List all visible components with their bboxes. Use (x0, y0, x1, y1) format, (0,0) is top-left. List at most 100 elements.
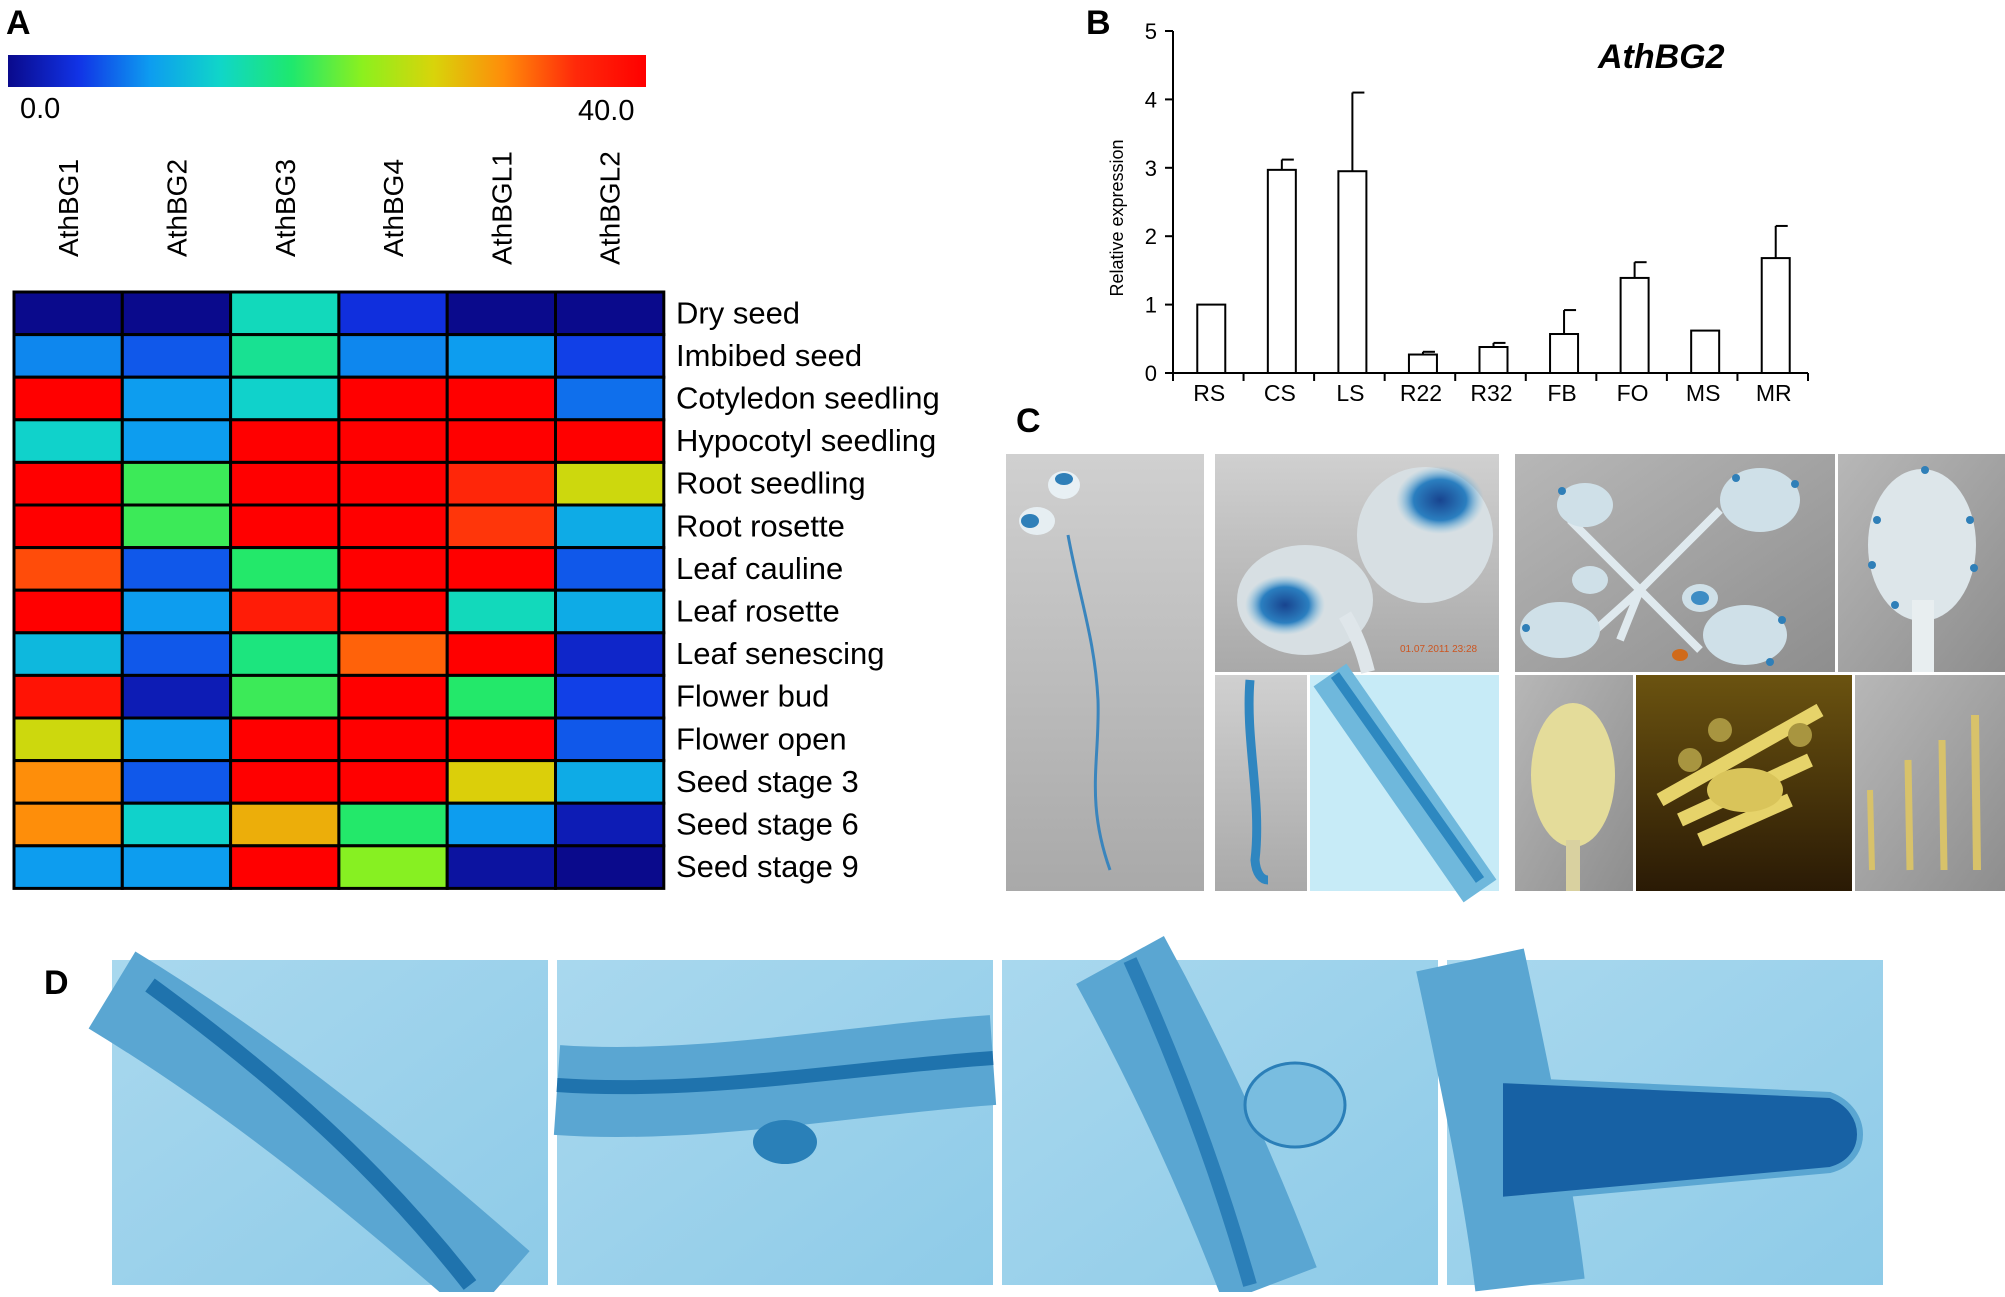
heatmap-cell (12, 375, 124, 422)
heatmap-cell (229, 716, 341, 763)
heatmap-cell (337, 759, 449, 805)
bar-mr (1760, 257, 1791, 375)
heatmap-cell (229, 290, 341, 337)
heatmap-column-label: AthBGL1 (486, 151, 517, 265)
heatmap-cell (12, 673, 124, 720)
panel-label-c: C (1016, 402, 1041, 440)
x-tick-label: FO (1617, 380, 1649, 406)
heatmap-cell (337, 546, 449, 592)
heatmap-cell (445, 375, 558, 422)
root-stage-1-micrograph (88, 951, 548, 1297)
heatmap-cell (337, 844, 449, 890)
heatmap-cell (554, 503, 666, 550)
heatmap-cell (337, 588, 449, 635)
bar-chart-title: AthBG2 (1597, 38, 1725, 76)
heatmap-row-label: Imbibed seed (676, 338, 862, 373)
heatmap-cell (337, 631, 449, 677)
heatmap-row-label: Dry seed (676, 295, 800, 330)
x-tick-label: MS (1686, 380, 1721, 406)
panel-label-b: B (1086, 4, 1111, 42)
heatmap-cell (229, 844, 341, 890)
bar-r22 (1407, 353, 1438, 375)
heatmap-cell (12, 333, 124, 379)
heatmap-cell (554, 333, 666, 379)
heatmap-cell (120, 460, 233, 507)
heatmap-cell (554, 418, 666, 464)
heatmap-cell (445, 588, 558, 635)
heatmap-cell (12, 844, 124, 890)
heatmap-cell (120, 844, 233, 890)
flower-bud-photo (1515, 675, 1633, 891)
x-tick-label: R22 (1400, 380, 1442, 406)
heatmap-cell (337, 503, 449, 550)
heatmap-cell (229, 673, 341, 720)
bar-chart-y-axis-label: Relative expression (1107, 139, 1127, 296)
heatmap-cell (229, 503, 341, 550)
heatmap-cell (229, 801, 341, 848)
bar-cs (1266, 168, 1297, 374)
x-tick-label: FB (1547, 380, 1576, 406)
colorbar: 0.0 40.0 (8, 55, 646, 127)
heatmap-cell (120, 759, 233, 805)
heatmap-cell (120, 418, 233, 464)
heatmap-cell (12, 801, 124, 848)
colorbar-min-label: 0.0 (20, 93, 60, 125)
root-tip-photo (1215, 675, 1307, 891)
bar-fo (1619, 276, 1650, 375)
panel-label-d: D (44, 964, 69, 1002)
bar-chart: AthBG2 Relative expression 0 1 2 3 4 5 RS CS LS… (1107, 19, 1809, 406)
root-micrograph-photo (1310, 663, 1499, 903)
heatmap-cell (120, 375, 233, 422)
heatmap-cell (445, 844, 558, 890)
heatmap-cell (229, 460, 341, 507)
y-tick-label: 4 (1145, 87, 1157, 112)
panel-label-a: A (6, 4, 31, 42)
colorbar-max-label: 40.0 (578, 95, 634, 127)
heatmap-cell (337, 290, 449, 337)
heatmap-cell (554, 290, 666, 337)
heatmap-cell (12, 290, 124, 337)
heatmap-column-label: AthBG4 (378, 159, 409, 257)
heatmap-cell (554, 844, 666, 890)
heatmap-cell (337, 673, 449, 720)
root-stage-2-micrograph (553, 960, 997, 1285)
x-tick-label: RS (1193, 380, 1225, 406)
heatmap-cell (120, 503, 233, 550)
heatmap-cell (12, 716, 124, 763)
heatmap-cell (445, 759, 558, 805)
heatmap-column-label: AthBGL2 (595, 151, 626, 265)
heatmap-cell (229, 546, 341, 592)
heatmap: AthBG1 AthBG2 AthBG3 AthBG4 AthBGL1 AthBGL2 D… (12, 151, 940, 890)
heatmap-row-label: Hypocotyl seedling (676, 423, 936, 458)
heatmap-cell (12, 631, 124, 677)
heatmap-cell (337, 418, 449, 464)
root-stage-3-micrograph (1002, 936, 1438, 1297)
heatmap-cell (120, 716, 233, 763)
heatmap-cell (445, 631, 558, 677)
heatmap-cell (120, 290, 233, 337)
heatmap-cell (337, 375, 449, 422)
heatmap-cell (337, 333, 449, 379)
heatmap-cell (12, 546, 124, 592)
heatmap-row-label: Leaf senescing (676, 636, 885, 671)
heatmap-cell (445, 673, 558, 720)
heatmap-cell (120, 631, 233, 677)
heatmap-row-label: Flower open (676, 721, 847, 756)
heatmap-cell (445, 460, 558, 507)
heatmap-cell (229, 759, 341, 805)
open-flower-photo (1636, 675, 1852, 891)
x-tick-label: LS (1336, 380, 1364, 406)
heatmap-column-label: AthBG3 (270, 159, 301, 257)
panel-c-photos: 01.07.2011 23:28 (1006, 454, 2005, 903)
heatmap-cell (120, 546, 233, 592)
heatmap-cell (229, 375, 341, 422)
heatmap-cell (554, 673, 666, 720)
heatmap-cell (12, 759, 124, 805)
heatmap-cell (445, 546, 558, 592)
cotyledon-closeup-photo: 01.07.2011 23:28 (1215, 454, 1499, 674)
bar-rs (1196, 303, 1227, 375)
x-tick-label: R32 (1470, 380, 1512, 406)
bar-ls (1337, 170, 1368, 374)
heatmap-row-label: Leaf cauline (676, 551, 843, 586)
heatmap-column-labels: AthBG1 AthBG2 AthBG3 AthBG4 AthBGL1 AthBGL2 (53, 151, 626, 265)
